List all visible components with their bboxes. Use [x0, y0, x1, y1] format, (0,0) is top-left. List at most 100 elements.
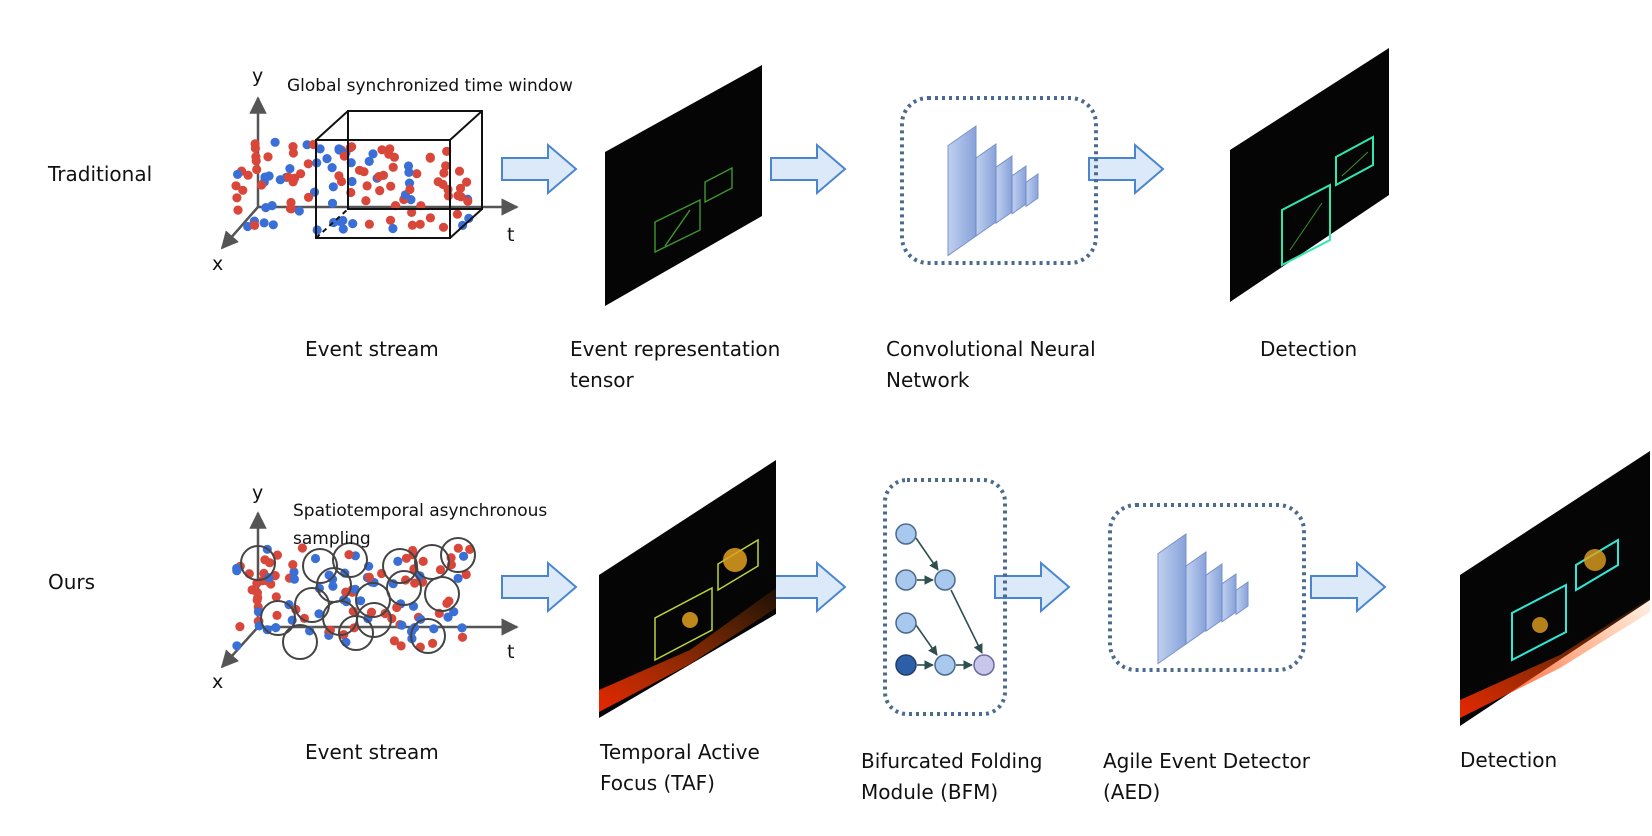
sampling-circle	[240, 545, 276, 581]
event-dot	[452, 209, 462, 219]
graph-node	[895, 523, 917, 545]
event-dot	[415, 219, 425, 229]
event-dot	[288, 148, 298, 158]
event-dot	[356, 596, 366, 606]
event-dot	[259, 218, 269, 228]
event-dot	[425, 153, 435, 163]
sampling-annotation-line2: sampling	[293, 529, 371, 549]
event-dot	[388, 162, 398, 172]
sampling-circle	[356, 602, 392, 638]
event-dot	[435, 565, 446, 575]
sampling-circle	[302, 548, 338, 584]
x-axis-label: x	[212, 253, 224, 275]
block-arrow-right-icon	[501, 142, 578, 196]
event-dot	[377, 145, 387, 155]
event-dot	[378, 170, 389, 180]
event-dots	[232, 543, 475, 652]
cnn-layer	[1157, 533, 1187, 665]
sampling-circle	[355, 582, 391, 618]
event-dot	[289, 574, 299, 584]
graph-node	[934, 569, 956, 591]
cnn-layer	[947, 125, 977, 257]
event-dot	[368, 149, 378, 159]
event-dot	[442, 598, 452, 609]
event-dot	[251, 156, 261, 166]
event-dot	[453, 573, 463, 584]
event-dot	[404, 167, 414, 177]
cnn-layer	[1011, 165, 1027, 215]
sampling-circle	[424, 576, 460, 612]
event-dot	[247, 585, 257, 595]
sampling-circle	[260, 600, 296, 636]
event-dot	[327, 198, 338, 208]
event-dot	[425, 213, 435, 223]
event-dot	[428, 638, 438, 649]
event-dot	[354, 165, 365, 175]
event-dot	[393, 556, 403, 567]
event-dot	[256, 180, 267, 190]
event-dot	[366, 607, 377, 617]
taf-frame	[599, 460, 776, 718]
cnn-layer	[1205, 563, 1223, 633]
x-axis-label: x	[212, 671, 224, 693]
event-dot	[396, 641, 406, 651]
event-dot	[303, 192, 314, 202]
sampling-circle	[282, 624, 318, 660]
event-dot	[264, 171, 274, 181]
event-dot	[328, 182, 338, 192]
sampling-circles	[240, 537, 476, 660]
event-dot	[328, 581, 338, 591]
caption-event-stream: Event stream	[305, 740, 439, 764]
event-dot	[263, 152, 273, 162]
event-dot	[297, 543, 307, 553]
graph-node	[895, 569, 917, 591]
event-dot	[397, 620, 407, 630]
event-dot	[389, 636, 399, 646]
sampling-annotation-line1: Spatiotemporal asynchronous	[293, 501, 548, 521]
event-dot	[285, 164, 295, 174]
event-dot	[232, 193, 242, 203]
event-dot	[294, 206, 304, 216]
sampling-circle	[414, 544, 450, 580]
caption-aed-line1: Agile Event Detector	[1103, 749, 1310, 773]
caption-detection: Detection	[1460, 748, 1558, 772]
event-dot	[462, 177, 472, 187]
event-dot	[338, 224, 348, 234]
event-dot	[457, 632, 468, 642]
ours-detection-frame	[1460, 451, 1650, 726]
event-dot	[412, 169, 422, 179]
event-dot	[271, 623, 281, 633]
event-dot	[285, 204, 296, 214]
event-dot	[327, 163, 337, 173]
time-window-box	[315, 110, 483, 239]
cnn-dotted-box	[900, 96, 1098, 265]
event-dot	[289, 567, 299, 577]
event-dot	[361, 196, 371, 206]
event-dot	[454, 166, 465, 176]
event-dot	[441, 161, 451, 171]
event-dot	[322, 154, 332, 164]
event-dot	[461, 569, 471, 580]
event-dot	[386, 181, 396, 191]
event-dot	[243, 170, 253, 180]
event-dot	[418, 556, 428, 567]
event-dot	[315, 144, 325, 154]
cnn-layer	[975, 143, 997, 237]
block-arrows	[501, 142, 1387, 614]
ours-event-stream	[220, 511, 519, 669]
event-dot	[231, 181, 241, 191]
event-dot	[443, 191, 453, 201]
block-arrow-right-icon	[501, 560, 578, 614]
event-dot	[453, 543, 463, 553]
block-arrow-right-icon	[1088, 142, 1165, 196]
event-dot	[410, 578, 420, 588]
event-dot	[463, 196, 473, 206]
event-dot	[390, 201, 401, 211]
caption-representation-line1: Event representation	[570, 337, 781, 361]
event-dot	[260, 555, 270, 565]
sampling-circle	[316, 567, 352, 603]
event-dot	[334, 171, 344, 181]
event-dot	[243, 221, 253, 232]
cnn-layer	[1235, 581, 1249, 616]
